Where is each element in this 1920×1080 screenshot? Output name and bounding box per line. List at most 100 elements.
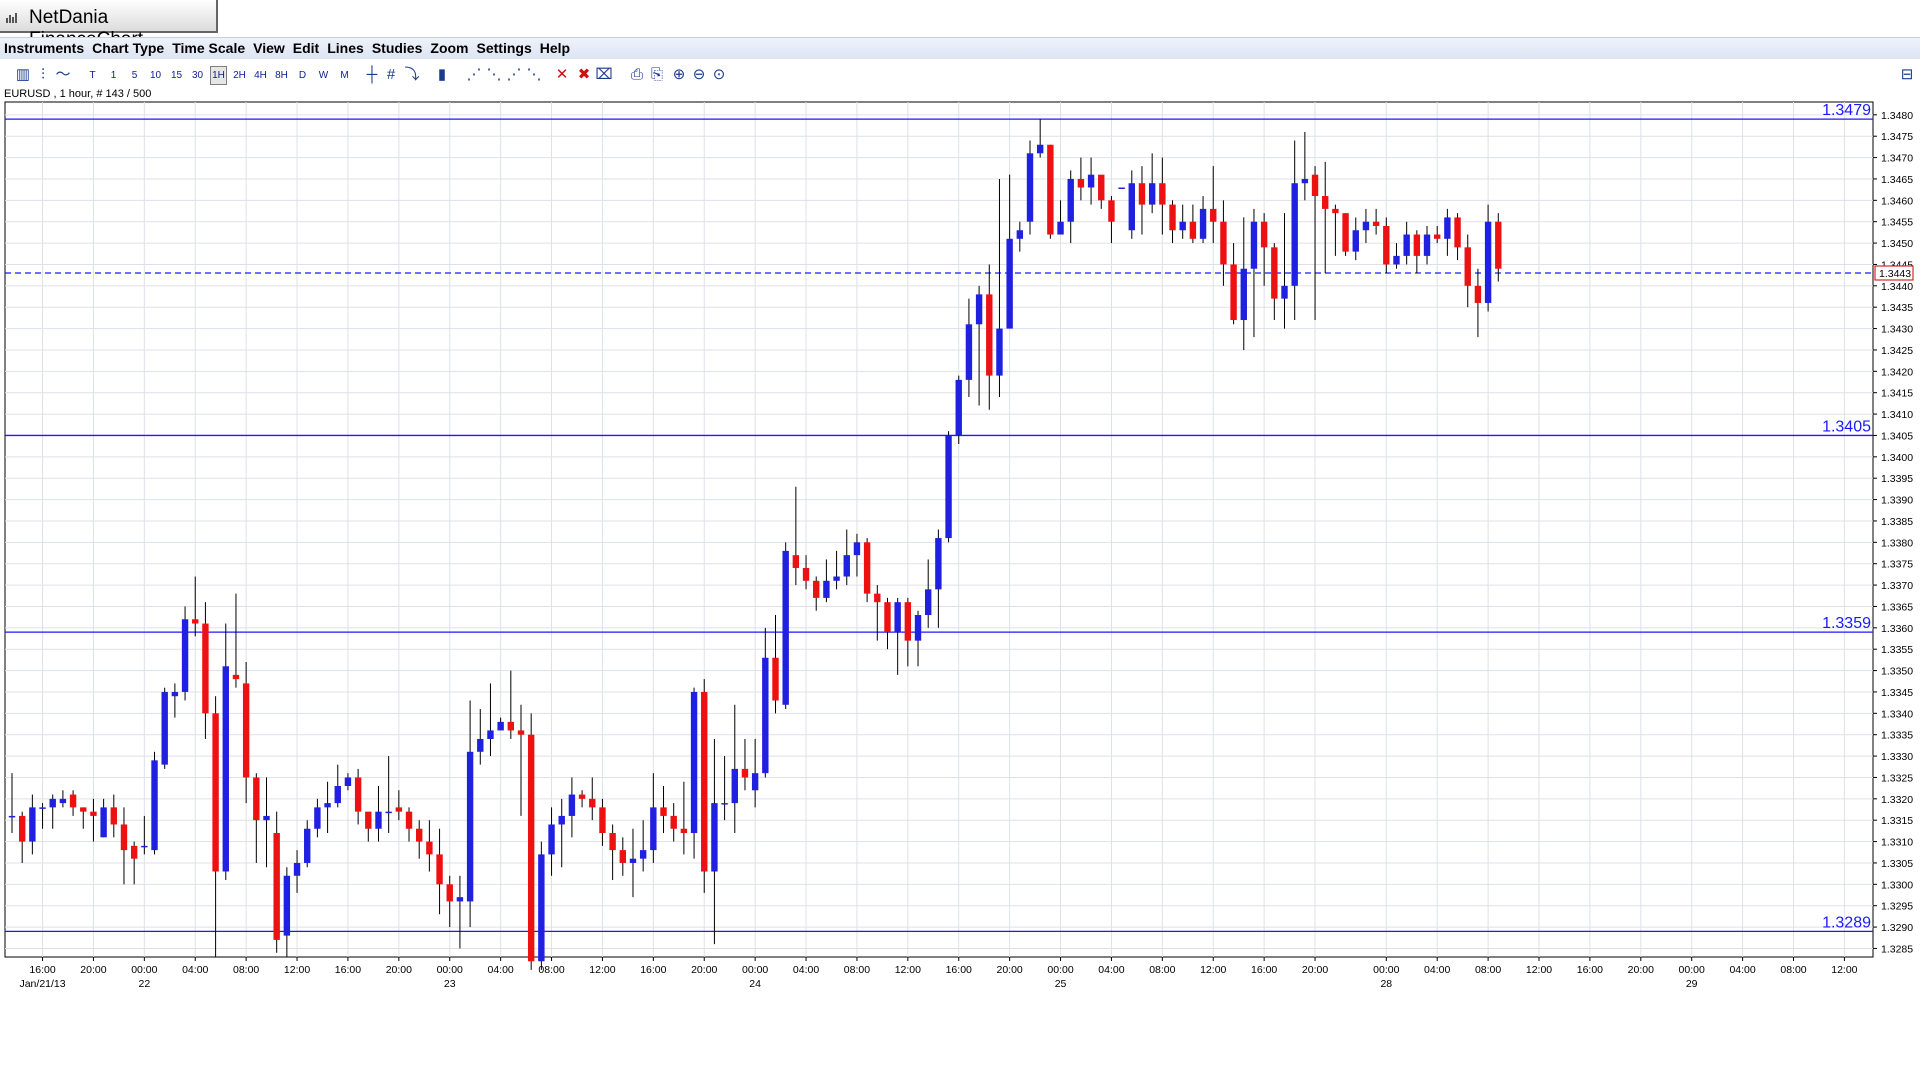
candle[interactable] [772,615,779,714]
candle[interactable] [711,738,718,945]
menu-time-scale[interactable]: Time Scale [172,40,246,56]
candle[interactable] [762,627,769,778]
timescale-8h-button[interactable]: 8H [275,70,288,81]
candle[interactable] [701,679,708,893]
candle[interactable] [538,841,545,970]
menu-settings[interactable]: Settings [476,40,532,56]
candle[interactable] [354,768,362,825]
candle[interactable] [670,803,677,842]
candle[interactable] [1474,268,1482,338]
menu-view[interactable]: View [253,40,285,56]
candle[interactable] [975,285,983,406]
clear-studies-icon[interactable]: ⌧ [595,66,613,83]
candle[interactable] [59,790,67,808]
candle[interactable] [1423,225,1431,265]
crosshair-icon[interactable]: ┼ [366,66,378,83]
candle[interactable] [813,576,820,611]
candle[interactable] [843,529,850,586]
candle[interactable] [1230,243,1237,325]
print-preview-icon[interactable]: ⎘ [650,66,663,83]
candle[interactable] [558,798,565,868]
candle[interactable] [405,807,413,842]
candle[interactable] [1098,174,1105,209]
candle[interactable] [1047,144,1054,239]
trend-tool-4-icon[interactable]: ⋱ [526,66,542,83]
candle[interactable] [629,828,637,898]
chart-type-candles-icon[interactable]: ▥ [15,66,31,83]
candle[interactable] [151,751,158,855]
candle[interactable] [456,875,464,949]
candle[interactable] [609,824,616,881]
candle[interactable] [477,709,484,765]
candle[interactable] [1260,213,1268,286]
candle[interactable] [833,550,840,590]
menu-help[interactable]: Help [539,40,571,56]
candle[interactable] [914,610,922,667]
candle[interactable] [181,606,189,701]
candle[interactable] [1240,217,1247,350]
candle[interactable] [8,773,16,834]
candle[interactable] [1342,213,1349,256]
candle[interactable] [741,738,749,791]
candle[interactable] [874,585,881,641]
chart-type-bars-icon[interactable]: ⫶ [41,66,45,83]
candle[interactable] [792,486,800,586]
candle[interactable] [1077,157,1085,201]
candle[interactable] [29,794,36,855]
candle[interactable] [1210,166,1217,244]
menu-zoom[interactable]: Zoom [430,40,469,56]
candle[interactable] [955,375,962,444]
candle[interactable] [202,602,209,739]
candle[interactable] [324,781,331,834]
candle[interactable] [1128,170,1135,239]
candle[interactable] [1250,208,1258,338]
candle[interactable] [100,798,107,838]
candle[interactable] [1159,157,1166,235]
candle[interactable] [1495,213,1502,282]
candle[interactable] [416,820,423,859]
candle[interactable] [1332,204,1339,256]
candle[interactable] [385,756,392,834]
candle[interactable] [1220,200,1227,286]
candle[interactable] [273,811,280,953]
candle[interactable] [49,794,56,829]
candle[interactable] [334,764,341,808]
candle[interactable] [935,529,942,628]
zoom-reset-icon[interactable]: ⊙ [712,66,726,83]
candle[interactable] [1484,204,1492,312]
candle[interactable] [751,738,759,808]
trend-tool-2-icon[interactable]: ⋱ [486,66,502,83]
zoom-out-icon[interactable]: ⊖ [692,66,706,83]
candle[interactable] [304,820,311,868]
candle[interactable] [721,756,728,821]
candle[interactable] [925,559,932,628]
candle[interactable] [548,807,555,876]
candle[interactable] [507,670,515,739]
menu-instruments[interactable]: Instruments [4,40,85,56]
candle[interactable] [1016,221,1024,252]
candle[interactable] [212,696,219,957]
menu-studies[interactable]: Studies [371,40,423,56]
candle[interactable] [894,597,901,675]
candle[interactable] [293,850,301,893]
candle[interactable] [650,773,657,863]
delete-tool-icon[interactable]: ✕ [555,66,569,83]
candle[interactable] [1372,208,1380,235]
candle[interactable] [986,264,993,410]
candle[interactable] [365,811,372,842]
candle[interactable] [1444,208,1451,256]
candle[interactable] [1199,196,1207,244]
timescale-15-button[interactable]: 15 [170,70,183,81]
draw-line-icon[interactable]: ⤵ [404,66,420,83]
timescale-1h-button[interactable]: 1H [210,66,227,85]
grid-icon[interactable]: # [386,66,396,83]
candle[interactable] [639,820,647,872]
candle[interactable] [161,687,168,769]
volume-icon[interactable]: ▮ [437,66,447,83]
trend-tool-3-icon[interactable]: ⋰ [506,66,522,83]
candle[interactable] [945,431,952,543]
candle[interactable] [731,704,738,834]
candle[interactable] [1138,166,1146,235]
candle[interactable] [1413,230,1421,273]
candle[interactable] [782,542,789,710]
